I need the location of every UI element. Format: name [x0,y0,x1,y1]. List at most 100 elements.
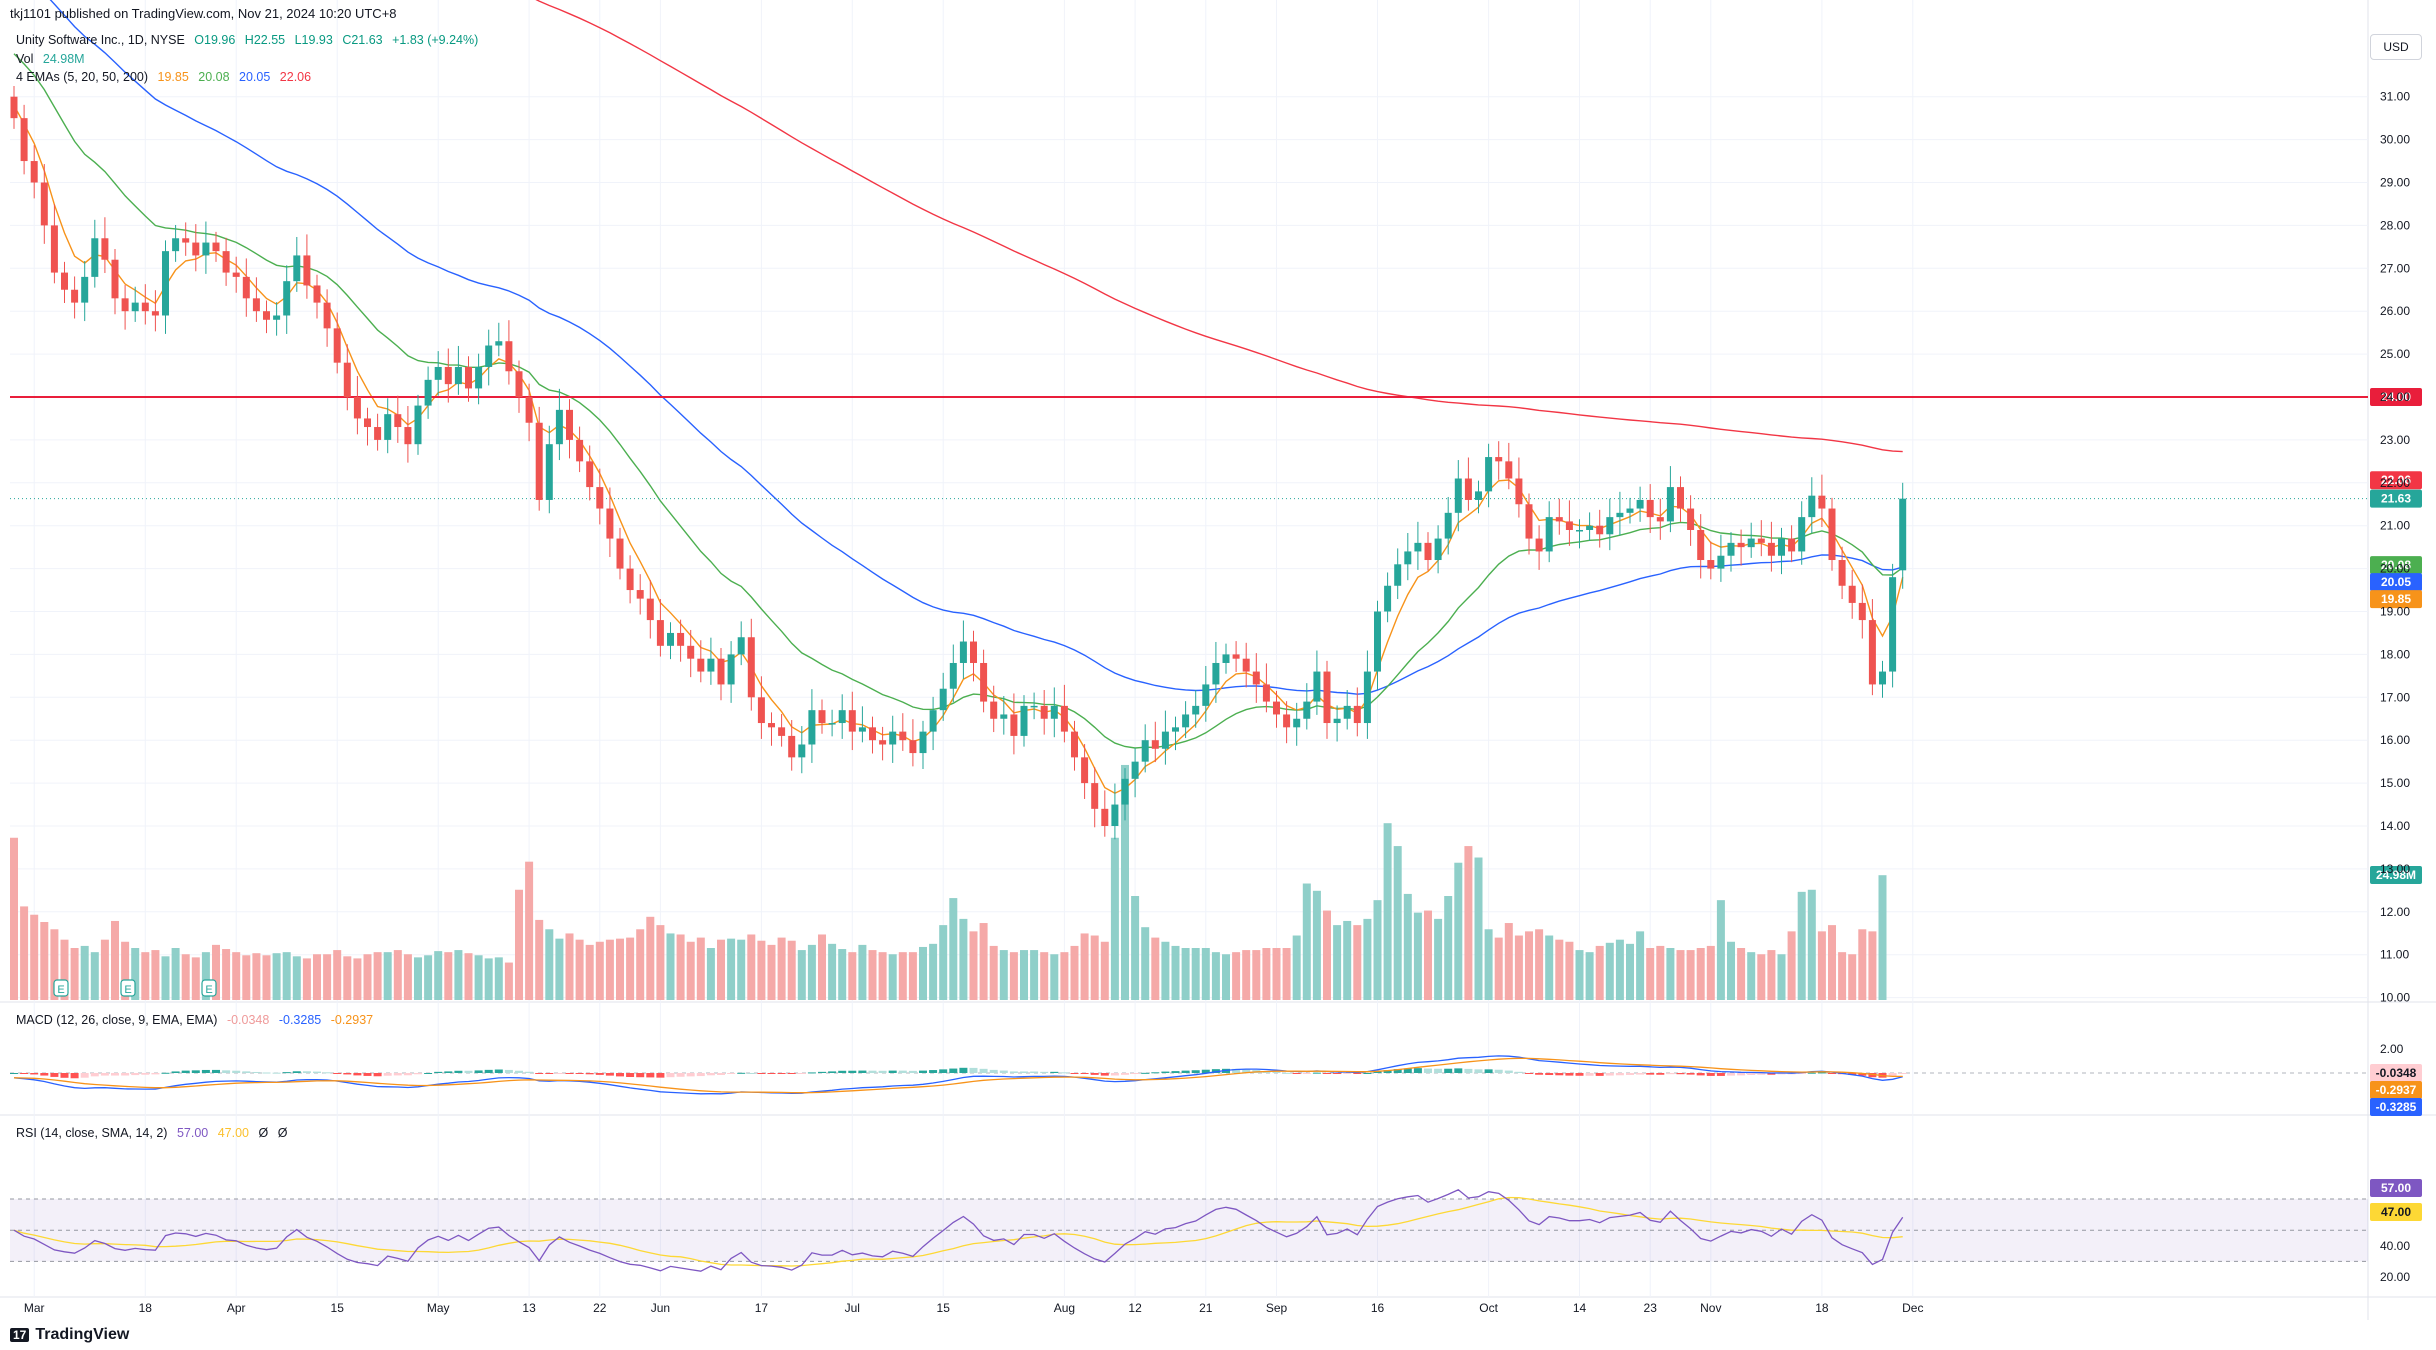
volume-bar [272,953,281,1000]
candle-body [737,637,745,655]
volume-bar [1787,931,1796,1000]
macd-hist-bar [535,1073,544,1074]
volume-bar [706,948,715,1000]
tradingview-logo[interactable]: 17 TradingView [10,1326,129,1344]
macd-hist-bar [717,1073,725,1075]
macd-hist-bar [161,1072,170,1074]
price-axis[interactable]: 24.00 22.06 21.63 20.08 20.05 19.85 24.98M -0.0… [2370,388,2422,1221]
candle-body [1565,521,1573,530]
candle-body [1030,705,1038,708]
volume-bar [1302,883,1311,1000]
macd-hist-bar [60,1073,69,1078]
volume-bar [1272,948,1281,1000]
candle-body [697,658,705,672]
macd-hist-bar [1716,1073,1725,1076]
macd-hist-value: -0.0348 [226,1013,270,1027]
macd-hist-bar [1171,1071,1180,1073]
macd-hist-bar [1383,1070,1392,1073]
macd-hist-bar [515,1070,523,1073]
macd-hist-badge-text: -0.0348 [2376,1066,2417,1080]
candle-body [1151,740,1159,749]
candle-body [394,414,402,428]
candle-body [1121,778,1129,805]
candle-body [1091,783,1099,809]
volume-bar [1747,952,1756,1000]
volume-bar [212,944,220,1000]
candle-body [1141,740,1149,762]
macd-hist-bar [1646,1073,1655,1075]
macd-hist-bar [1464,1068,1473,1073]
candle-body [1858,602,1866,621]
candle-body [566,409,573,440]
macd-hist-bar [1797,1073,1806,1074]
macd-hist-bar [1626,1073,1634,1075]
candle-body [293,255,301,282]
volume-bar [1201,948,1210,1000]
time-tick-label: 23 [1644,1301,1658,1315]
volume-bar [1626,943,1634,1000]
volume-bar [1696,948,1705,1000]
macd-hist-bar [313,1071,321,1073]
volume-bar [1686,950,1695,1000]
candle-body [1737,542,1745,548]
macd-hist-bar [201,1069,210,1073]
candle-body [919,731,927,754]
macd-hist-bar [10,1073,18,1074]
volume-bar [111,920,119,1000]
candle-body [879,740,887,745]
candle-body [1353,705,1361,724]
ema-legend[interactable]: 4 EMAs (5, 20, 50, 200) 19.85 20.08 20.0… [16,70,317,84]
candle-body [1434,538,1442,561]
time-tick-label: 13 [522,1301,536,1315]
volume-bar [1878,875,1887,1000]
candle-body [939,688,947,711]
macd-hist-bar [272,1072,281,1074]
candle-body [616,538,624,569]
macd-signal-value: -0.2937 [330,1013,374,1027]
ema20-line [13,53,1904,749]
symbol-legend[interactable]: Unity Software Inc., 1D, NYSE O19.96 H22… [16,33,484,47]
macd-hist-bar [848,1070,857,1073]
volume-bar [333,950,342,1000]
candle-body [1515,478,1523,505]
volume-bar [1666,948,1675,1000]
candle-body [1020,705,1028,736]
rsi-legend[interactable]: RSI (14, close, SMA, 14, 2) 57.00 47.00 … [16,1126,293,1140]
candle-body [1040,705,1048,719]
currency-button[interactable]: USD [2370,34,2422,60]
macd-hist-bar [232,1070,241,1073]
candle-body [1050,705,1058,719]
rsi-ma-badge [2370,1203,2422,1221]
volume-bar [1737,948,1746,1000]
rsi-ma-badge-text: 47.00 [2381,1205,2411,1219]
macd-hist-bar [1353,1073,1362,1074]
candle-body [677,632,685,646]
candle-body [1101,808,1109,826]
macd-hist-bar [1747,1073,1756,1075]
published-by: tkj1101 published on TradingView.com, No… [10,6,397,21]
candle-body [1666,487,1674,522]
volume-bar [1100,941,1109,1000]
volume-bar [1595,945,1604,1000]
macd-hist-bar [969,1067,978,1073]
candle-body [1071,731,1078,758]
symbol-name[interactable]: Unity Software Inc., 1D, NYSE [16,33,185,47]
macd-hist-bar [595,1073,604,1075]
volume-bar [818,934,826,1000]
price-tick-label: 23.00 [2380,433,2410,447]
macd-hist-bar [1727,1073,1735,1076]
macd-hist-bar [737,1072,746,1074]
volume-legend[interactable]: Vol 24.98M [16,52,91,66]
candle-body [1131,761,1139,779]
rsi-value: 57.00 [176,1126,209,1140]
candle-body [475,366,483,389]
macd-legend[interactable]: MACD (12, 26, close, 9, EMA, EMA) -0.034… [16,1013,379,1027]
volume-bar [1646,948,1655,1000]
macd-label: MACD (12, 26, close, 9, EMA, EMA) [16,1013,218,1027]
macd-hist-bar [343,1073,352,1075]
macd-hist-bar [818,1071,826,1073]
macd-hist-bar [1232,1068,1241,1073]
macd-hist-bar [121,1073,130,1076]
volume-bar [555,938,564,1000]
